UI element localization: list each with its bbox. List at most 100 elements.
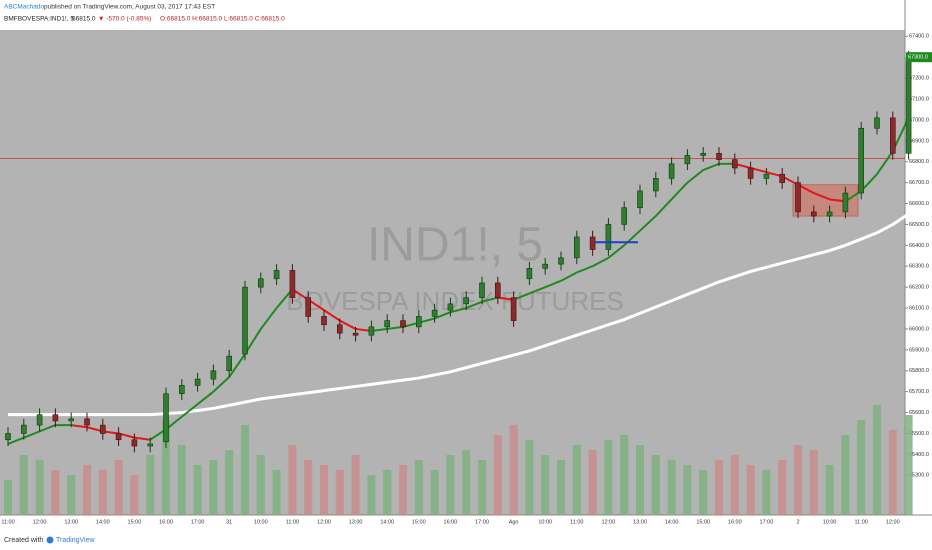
candle-body: [179, 385, 185, 395]
y-tick-label: 67200.0: [909, 76, 929, 82]
ema-segment: [260, 307, 278, 330]
volume-bar: [320, 465, 328, 515]
candle-body: [826, 211, 833, 217]
x-tick-label: 17:00: [191, 519, 205, 525]
ema-segment: [544, 279, 562, 289]
volume-bar: [904, 415, 913, 515]
x-tick-label: 15:00: [696, 519, 710, 525]
candle-body: [573, 236, 580, 259]
candle-body: [858, 127, 865, 194]
y-tick-label: 65800.0: [909, 368, 929, 374]
volume-bar: [367, 475, 376, 515]
candle-body: [684, 155, 691, 165]
volume-bar: [636, 445, 644, 515]
candle-body: [305, 297, 312, 317]
volume-bar: [67, 475, 76, 515]
ema-segment: [434, 311, 451, 320]
candle-body: [242, 286, 248, 355]
x-tick-label: 13:00: [633, 519, 647, 525]
candle-body: [84, 418, 90, 426]
x-tick-label: 17:00: [760, 519, 774, 525]
volume-bar: [762, 470, 771, 515]
candle-body: [810, 211, 817, 217]
footer-brand[interactable]: TradingView: [56, 537, 95, 544]
ema-segment: [592, 256, 609, 268]
watermark-symbol: IND1!, 5: [367, 219, 543, 272]
volume-bar: [667, 460, 676, 515]
volume-bar: [446, 455, 455, 515]
y-tick-label: 65400.0: [909, 452, 929, 458]
ema-segment: [450, 307, 467, 314]
last-price-label: 67300.0: [908, 55, 928, 61]
y-tick-label: 66100.0: [909, 305, 929, 311]
ema-segment: [71, 424, 88, 429]
y-tick-label: 67400.0: [909, 34, 929, 40]
y-tick-label: 66700.0: [909, 180, 929, 186]
volume-bar: [746, 465, 755, 515]
y-tick-label: 66600.0: [909, 201, 929, 207]
volume-bar: [509, 425, 518, 515]
ema-segment: [39, 424, 56, 433]
volume-bar: [241, 425, 249, 515]
volume-bar: [51, 470, 60, 515]
ema-segment: [686, 169, 704, 184]
candle-body: [20, 424, 27, 434]
candle-body: [779, 173, 786, 183]
x-tick-label: 14:00: [380, 519, 394, 525]
candle-body: [874, 117, 880, 129]
volume-bar: [620, 435, 629, 515]
ema-segment: [212, 376, 230, 393]
volume-bar: [177, 445, 186, 515]
candle-body: [52, 414, 59, 422]
volume-bar: [19, 455, 28, 515]
x-tick-label: 11:00: [286, 519, 299, 525]
ema-segment: [670, 181, 689, 201]
candle-body: [795, 182, 801, 213]
volume-bar: [114, 460, 123, 515]
volume-bar: [272, 470, 281, 515]
candle-body: [100, 424, 106, 434]
x-tick-label: 14:00: [96, 519, 110, 525]
candle-body: [384, 320, 391, 328]
y-tick-label: 66300.0: [909, 264, 929, 270]
volume-bar: [888, 430, 897, 515]
volume-bar: [478, 460, 486, 515]
volume-bar: [383, 470, 392, 515]
ema-segment: [607, 244, 625, 259]
volume-bar: [778, 460, 787, 515]
volume-bar: [794, 445, 802, 515]
candle-body: [510, 297, 517, 321]
ema-segment: [560, 271, 578, 282]
x-tick-label: 12:00: [602, 519, 616, 525]
candle-body: [479, 282, 485, 298]
ema-segment: [134, 436, 151, 441]
candle-body: [321, 316, 327, 326]
candle-body: [226, 355, 232, 372]
candle-body: [605, 224, 612, 250]
ema-segment: [23, 430, 40, 439]
x-tick-label: 10:00: [538, 519, 552, 525]
candle-body: [131, 439, 138, 447]
last: 66815.0: [72, 16, 96, 23]
plot-background: [0, 30, 905, 515]
ema-segment: [339, 319, 357, 330]
y-tick-label: 66800.0: [909, 159, 929, 165]
ema-segment: [876, 150, 894, 175]
x-tick-label: 15:00: [128, 519, 142, 525]
last-price-tag: [906, 52, 932, 63]
volume-bar: [572, 445, 581, 515]
candle-body: [494, 282, 501, 298]
x-tick-label: 16:00: [444, 519, 458, 525]
volume-bar: [288, 445, 297, 515]
candle-body: [147, 443, 153, 447]
volume-bar: [4, 480, 12, 515]
logo: [46, 536, 54, 544]
volume-bar: [825, 465, 834, 515]
candle-body: [194, 378, 201, 386]
candle-body: [257, 278, 264, 288]
candle-body: [336, 324, 343, 334]
ema-segment: [196, 390, 215, 405]
volume-bar: [351, 455, 360, 515]
